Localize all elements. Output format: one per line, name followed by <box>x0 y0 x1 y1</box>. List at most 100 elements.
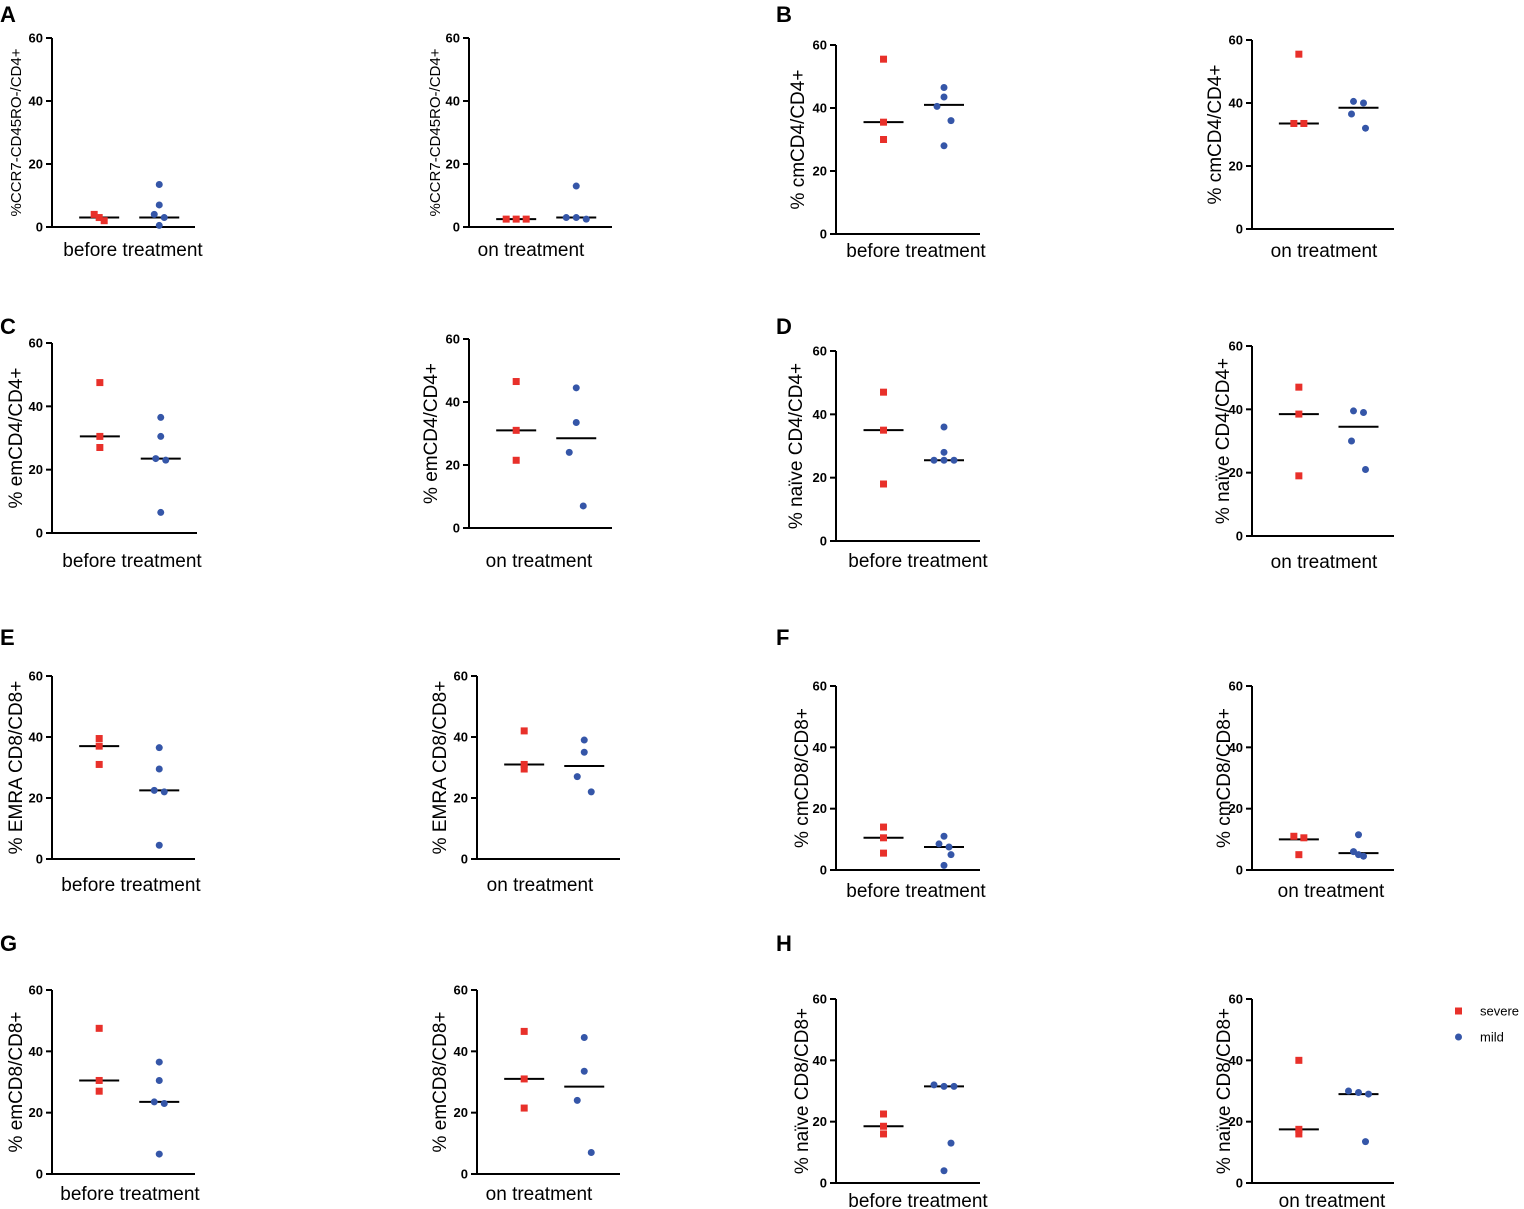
point-mild <box>587 1149 595 1157</box>
x-axis-label: before treatment <box>846 241 986 262</box>
chart-c-before: 0 20 40 60 % emCD4/CD4+ before treatment <box>6 336 202 573</box>
point-mild <box>1345 1087 1352 1095</box>
point-mild <box>940 861 948 869</box>
y-tick-label: 60 <box>813 679 827 694</box>
y-tick-label: 20 <box>454 791 468 806</box>
series-severe <box>504 1027 545 1112</box>
y-axis-label: % naïve CD4/CD4+ <box>1213 358 1234 524</box>
point-mild <box>1362 466 1369 473</box>
series-severe <box>863 1110 904 1138</box>
point-mild <box>572 182 580 190</box>
point-severe <box>522 215 530 223</box>
y-tick-label: 60 <box>29 669 43 684</box>
point-severe <box>95 1024 103 1032</box>
point-mild <box>940 84 948 92</box>
legend-marker-mild <box>1455 1033 1462 1041</box>
y-tick-label: 40 <box>29 730 43 745</box>
point-mild <box>1350 407 1357 415</box>
y-tick-label: 20 <box>29 1105 43 1120</box>
y-tick-label: 0 <box>36 526 43 541</box>
series-severe <box>79 210 120 225</box>
point-mild <box>155 201 163 209</box>
point-mild <box>572 384 580 392</box>
y-tick-label: 40 <box>454 1044 468 1059</box>
y-tick-label: 20 <box>454 1105 468 1120</box>
y-tick-label: 0 <box>820 227 827 242</box>
point-mild <box>160 214 168 222</box>
y-tick-label: 20 <box>813 164 827 179</box>
chart-b-on: 0 20 40 60 % cmCD4/CD4+ on treatment <box>1205 33 1394 262</box>
y-axis-label: % naïve CD8/CD8+ <box>792 1008 813 1174</box>
y-tick-label: 20 <box>1229 801 1243 816</box>
series-mild <box>139 180 180 229</box>
point-severe <box>520 727 528 735</box>
y-axis-label: %CCR7-CD45RO-/CD4+ <box>427 48 444 216</box>
point-mild <box>155 1150 163 1158</box>
point-severe <box>96 379 104 387</box>
y-tick-label: 40 <box>813 407 827 422</box>
chart-b-before: 0 20 40 60 % cmCD4/CD4+ before treatment <box>788 38 986 263</box>
y-tick-label: 40 <box>1229 96 1243 111</box>
y-axis-label: % EMRA CD8/CD8+ <box>430 681 451 855</box>
y-axis-label: % emCD8/CD8+ <box>6 1012 27 1153</box>
series-mild <box>139 1058 180 1158</box>
y-axis-label: % EMRA CD8/CD8+ <box>6 681 27 855</box>
point-mild <box>1365 1090 1372 1098</box>
point-mild <box>940 1167 948 1175</box>
point-severe <box>1295 851 1303 859</box>
y-tick-label: 40 <box>1229 740 1243 755</box>
point-severe <box>520 1075 528 1083</box>
point-severe <box>512 215 520 223</box>
y-tick-label: 40 <box>813 740 827 755</box>
y-tick-label: 40 <box>29 1044 43 1059</box>
series-mild <box>1338 97 1379 132</box>
point-mild <box>1348 437 1355 445</box>
y-axis-label: % cmCD4/CD4+ <box>788 70 809 210</box>
point-severe <box>512 426 520 434</box>
point-mild <box>580 748 588 756</box>
y-tick-label: 40 <box>29 399 43 414</box>
point-severe <box>880 388 888 396</box>
point-mild <box>1348 110 1355 118</box>
x-axis-label: on treatment <box>1271 552 1378 573</box>
point-mild <box>150 786 158 794</box>
series-mild <box>1338 1087 1379 1146</box>
chart-f-on: 0 20 40 60 % cmCD8/CD8+ on treatment <box>1214 679 1394 902</box>
series-severe <box>496 378 537 464</box>
point-mild <box>950 456 958 464</box>
chart-g-before: 0 20 40 60% emCD8/CD8+ before treatment <box>6 983 200 1206</box>
point-severe <box>90 210 98 218</box>
point-severe <box>502 215 510 223</box>
y-tick-label: 60 <box>813 344 827 359</box>
series-mild <box>924 832 964 869</box>
point-mild <box>150 1098 158 1106</box>
y-tick-label: 0 <box>1236 863 1243 878</box>
x-axis-label: before treatment <box>63 240 203 261</box>
y-tick-label: 60 <box>813 38 827 53</box>
point-mild <box>155 765 163 773</box>
x-axis-label: before treatment <box>848 551 988 572</box>
y-tick-label: 20 <box>813 470 827 485</box>
series-severe <box>863 388 904 488</box>
point-mild <box>940 142 948 150</box>
point-mild <box>1360 852 1367 860</box>
point-mild <box>1362 124 1369 132</box>
series-mild <box>139 744 180 849</box>
chart-h-on: 0 20 40 60% naïve CD8/CD8+ on treatment <box>1214 992 1394 1209</box>
y-axis-label: % naïve CD8/CD8+ <box>1214 1008 1235 1174</box>
point-severe <box>520 1104 528 1112</box>
point-mild <box>940 93 948 101</box>
point-mild <box>155 841 163 849</box>
point-severe <box>520 760 528 768</box>
panel-letter-a: A <box>0 2 16 27</box>
panel-letter-b: B <box>776 2 792 27</box>
y-tick-label: 40 <box>446 395 460 410</box>
point-severe <box>95 1076 103 1084</box>
series-severe <box>1278 1056 1319 1138</box>
series-severe <box>1278 383 1319 480</box>
y-tick-label: 0 <box>461 1167 468 1182</box>
point-severe <box>880 1110 888 1118</box>
point-mild <box>162 456 170 464</box>
point-mild <box>947 1139 955 1147</box>
y-tick-label: 0 <box>36 1167 43 1182</box>
